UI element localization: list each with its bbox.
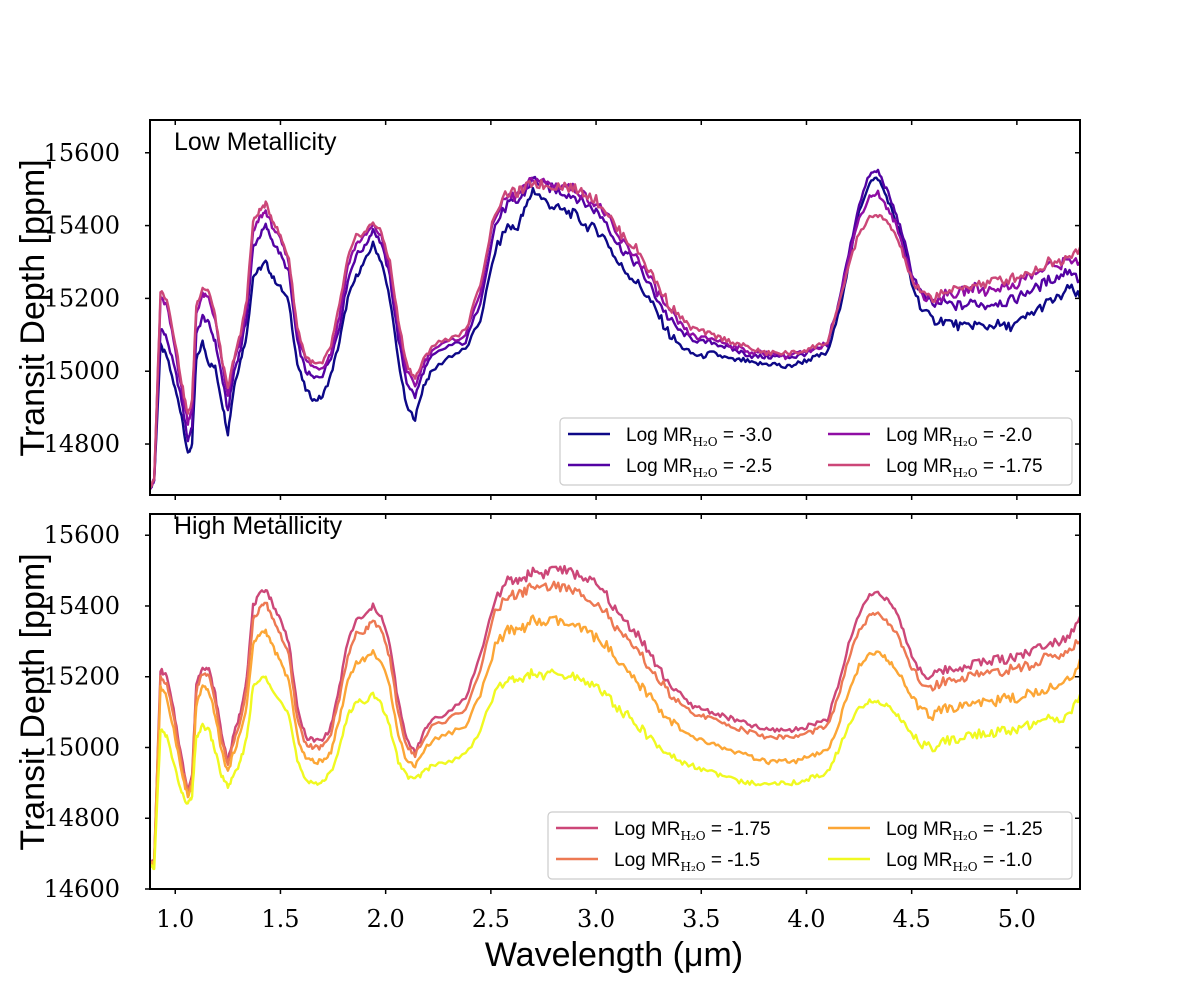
x-tick-label: 3.0 bbox=[577, 905, 615, 933]
x-tick-label: 2.0 bbox=[367, 905, 405, 933]
x-tick-label: 2.5 bbox=[472, 905, 510, 933]
legend-label: Log MRH₂O = -3.0 bbox=[626, 425, 772, 449]
y-tick-label: 14800 bbox=[44, 430, 120, 458]
legend: Log MRH₂O = -3.0 Log MRH₂O = -2.5 Log MRH₂… bbox=[559, 417, 1073, 486]
x-tick-label: 3.5 bbox=[682, 905, 720, 933]
x-tick-label: 1.0 bbox=[156, 905, 194, 933]
legend-label: Log MRH₂O = -1.0 bbox=[886, 850, 1032, 874]
legend-label: Log MRH₂O = -2.5 bbox=[626, 456, 772, 480]
y-tick-label: 14600 bbox=[44, 875, 120, 903]
legend-box bbox=[547, 811, 1073, 880]
y-tick-label: 15200 bbox=[44, 284, 120, 312]
legend-label: Log MRH₂O = -1.25 bbox=[886, 819, 1043, 843]
y-tick-label: 14800 bbox=[44, 804, 120, 832]
y-tick-label: 15600 bbox=[44, 521, 120, 549]
series-line-3 bbox=[150, 179, 1080, 489]
x-tick-label: 5.0 bbox=[998, 905, 1036, 933]
y-tick-label: 15400 bbox=[44, 212, 120, 240]
plot-frame bbox=[149, 119, 1081, 496]
legend-label: Log MRH₂O = -2.0 bbox=[886, 425, 1032, 449]
y-axis-title-top: Transit Depth [ppm] bbox=[14, 159, 52, 456]
plot-frame bbox=[149, 513, 1081, 890]
y-tick-label: 15000 bbox=[44, 357, 120, 385]
series-line-2 bbox=[150, 614, 1080, 866]
high-metallicity-panel: High Metallicity Transit Depth [ppm] 146… bbox=[14, 512, 1081, 933]
x-tick-label: 4.5 bbox=[893, 905, 931, 933]
x-tick-label: 4.0 bbox=[787, 905, 825, 933]
y-axis-title-bottom: Transit Depth [ppm] bbox=[14, 553, 52, 850]
legend-label: Log MRH₂O = -1.75 bbox=[614, 819, 771, 843]
y-tick-label: 15400 bbox=[44, 592, 120, 620]
x-axis-title: Wavelength (μm) bbox=[485, 936, 743, 974]
legend-label: Log MRH₂O = -1.75 bbox=[886, 456, 1043, 480]
panel-title-low-metallicity: Low Metallicity bbox=[174, 128, 337, 156]
legend-box bbox=[559, 417, 1073, 486]
series-group bbox=[150, 168, 1080, 490]
panel-title-high-metallicity: High Metallicity bbox=[174, 512, 343, 540]
low-metallicity-panel: Low Metallicity Transit Depth [ppm] 1480… bbox=[14, 119, 1081, 500]
y-tick-label: 15600 bbox=[44, 139, 120, 167]
series-group bbox=[150, 564, 1080, 871]
legend: Log MRH₂O = -1.75 Log MRH₂O = -1.5 Log MRH… bbox=[547, 811, 1073, 880]
series-line-0 bbox=[150, 564, 1080, 867]
y-tick-label: 15200 bbox=[44, 663, 120, 691]
legend-label: Log MRH₂O = -1.5 bbox=[614, 850, 760, 874]
x-tick-label: 1.5 bbox=[261, 905, 299, 933]
series-line-1 bbox=[150, 580, 1080, 866]
y-tick-label: 15000 bbox=[44, 733, 120, 761]
series-line-3 bbox=[150, 668, 1080, 871]
